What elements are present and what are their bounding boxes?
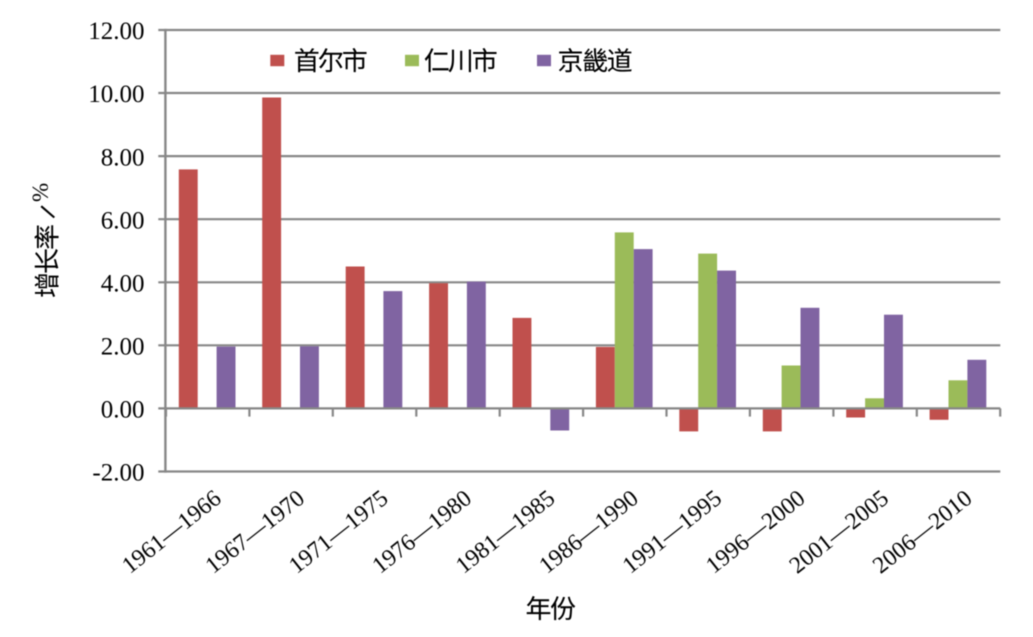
svg-text:2.00: 2.00 [101, 334, 145, 361]
svg-text:12.00: 12.00 [88, 18, 144, 45]
svg-text:8.00: 8.00 [101, 144, 145, 171]
svg-text:4.00: 4.00 [101, 271, 145, 298]
svg-text:%: % [28, 183, 53, 202]
svg-text:10.00: 10.00 [88, 81, 144, 108]
svg-text:-2.00: -2.00 [92, 460, 144, 487]
svg-text:6.00: 6.00 [101, 207, 145, 234]
svg-text:0.00: 0.00 [101, 397, 145, 424]
